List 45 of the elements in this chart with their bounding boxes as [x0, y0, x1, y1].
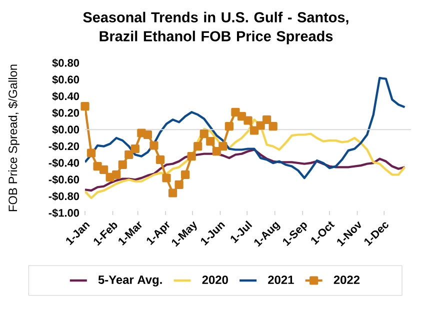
point: [150, 141, 158, 150]
point: [130, 144, 140, 154]
line-series: [85, 76, 406, 180]
point: [168, 188, 178, 198]
y-tick-label: -$1.00: [48, 208, 80, 218]
point: [118, 160, 127, 169]
y-tick-label: -$0.60: [48, 175, 80, 184]
legend-label: 5-Year Avg.: [98, 276, 162, 286]
point: [200, 130, 208, 138]
point: [156, 155, 165, 164]
legend-label: 2021: [268, 276, 294, 284]
point: [174, 180, 184, 189]
point: [256, 121, 265, 130]
y-tick-label: -$0.80: [48, 192, 80, 201]
y-tick-label: $0.80: [52, 58, 80, 68]
point: [100, 165, 108, 174]
chart-title: Seasonal Trends in U.S. Gulf - Santos, Brazil Ethanol FOB Price Spreads: [83, 12, 348, 44]
point: [162, 174, 171, 182]
point: [224, 122, 234, 131]
point: [181, 170, 190, 179]
point: [231, 108, 240, 116]
legend-label: 2020: [202, 276, 228, 284]
y-axis-title: FOB Price Spread, $/Gallon: [8, 64, 20, 212]
y-tick-label: -$0.40: [48, 158, 80, 168]
point: [187, 152, 196, 161]
point: [206, 137, 215, 146]
point: [262, 115, 272, 124]
point: [218, 142, 228, 151]
point: [112, 170, 121, 179]
y-tick-label: $0.40: [52, 92, 80, 101]
point: [124, 150, 134, 159]
point: [250, 126, 259, 135]
point: [268, 122, 278, 131]
point: [212, 147, 221, 156]
point: [93, 162, 102, 171]
y-tick-label: $0.20: [52, 108, 80, 118]
y-tick-label: $0.60: [52, 75, 80, 84]
point: [143, 130, 152, 139]
legend-label: 2022: [334, 276, 360, 284]
point: [194, 142, 202, 151]
y-tick-label: $0.00: [52, 125, 80, 134]
y-tick-label: -$0.20: [48, 142, 80, 151]
point: [244, 116, 252, 125]
point: [86, 148, 96, 158]
point: [80, 102, 90, 111]
